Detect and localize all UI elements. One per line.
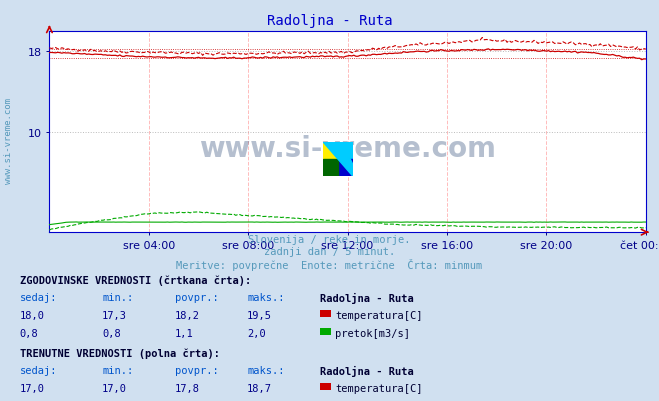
Text: Slovenija / reke in morje.: Slovenija / reke in morje. (248, 235, 411, 245)
Text: 18,2: 18,2 (175, 310, 200, 320)
Text: 0,8: 0,8 (102, 328, 121, 338)
Bar (337, 159, 353, 176)
Text: Radoljna - Ruta: Radoljna - Ruta (320, 365, 413, 377)
Bar (337, 142, 353, 159)
Text: min.:: min.: (102, 365, 133, 375)
Text: 17,0: 17,0 (102, 383, 127, 393)
Text: www.si-vreme.com: www.si-vreme.com (4, 97, 13, 183)
Text: 17,8: 17,8 (175, 383, 200, 393)
Text: Radoljna - Ruta: Radoljna - Ruta (320, 292, 413, 304)
Text: povpr.:: povpr.: (175, 292, 218, 302)
Text: 2,0: 2,0 (247, 328, 266, 338)
Text: sedaj:: sedaj: (20, 365, 57, 375)
Bar (323, 142, 337, 159)
Text: temperatura[C]: temperatura[C] (335, 310, 423, 320)
Text: 17,0: 17,0 (20, 383, 45, 393)
Text: 1,1: 1,1 (175, 328, 193, 338)
Text: Radoljna - Ruta: Radoljna - Ruta (267, 14, 392, 28)
Bar (323, 159, 337, 176)
Text: TRENUTNE VREDNOSTI (polna črta):: TRENUTNE VREDNOSTI (polna črta): (20, 348, 219, 358)
Text: 19,5: 19,5 (247, 310, 272, 320)
Text: 17,3: 17,3 (102, 310, 127, 320)
Text: 0,8: 0,8 (20, 328, 38, 338)
Text: pretok[m3/s]: pretok[m3/s] (335, 328, 411, 338)
Text: ZGODOVINSKE VREDNOSTI (črtkana črta):: ZGODOVINSKE VREDNOSTI (črtkana črta): (20, 275, 251, 285)
Text: zadnji dan / 5 minut.: zadnji dan / 5 minut. (264, 247, 395, 257)
Text: 18,0: 18,0 (20, 310, 45, 320)
Text: Meritve: povprečne  Enote: metrične  Črta: minmum: Meritve: povprečne Enote: metrične Črta:… (177, 259, 482, 271)
Text: maks.:: maks.: (247, 292, 285, 302)
Polygon shape (323, 142, 353, 176)
Text: temperatura[C]: temperatura[C] (335, 383, 423, 393)
Text: www.si-vreme.com: www.si-vreme.com (199, 134, 496, 162)
Text: povpr.:: povpr.: (175, 365, 218, 375)
Text: maks.:: maks.: (247, 365, 285, 375)
Text: 18,7: 18,7 (247, 383, 272, 393)
Text: min.:: min.: (102, 292, 133, 302)
Text: sedaj:: sedaj: (20, 292, 57, 302)
